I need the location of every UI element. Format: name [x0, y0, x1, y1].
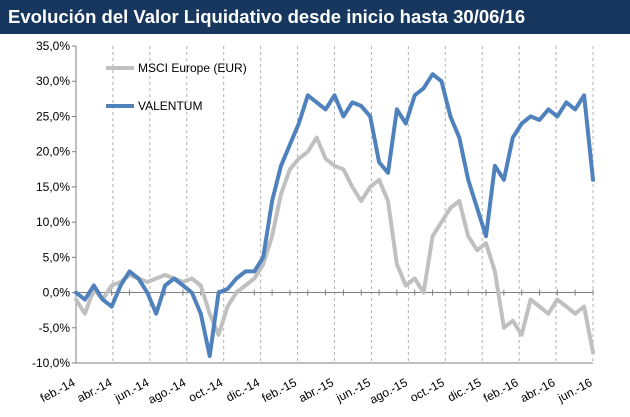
x-tick-label: dic.-15 [445, 375, 484, 404]
x-tick-label: abr.-14 [75, 375, 115, 405]
series-line-msci-europe [74, 135, 595, 355]
x-axis-ticks: feb.-14abr.-14jun.-14ago.-14oct.-14dic.-… [38, 375, 595, 407]
x-tick-label: ago.-14 [146, 375, 189, 407]
x-tick-label: abr.-16 [518, 375, 558, 405]
y-tick-label: 15,0% [36, 180, 70, 194]
x-tick-label: oct.-14 [186, 375, 225, 405]
legend-label-valentum: VALENTUM [138, 99, 202, 113]
y-tick-label: -10,0% [32, 356, 70, 370]
y-tick-label: 20,0% [36, 145, 70, 159]
y-tick-label: -5,0% [39, 321, 71, 335]
x-tick-label: jun.-14 [111, 375, 151, 405]
y-tick-label: 10,0% [36, 215, 70, 229]
x-tick-label: jun.-16 [555, 375, 595, 405]
chart-title: Evolución del Valor Liquidativo desde in… [0, 0, 630, 34]
x-tick-label: abr.-15 [296, 375, 336, 405]
legend: MSCI Europe (EUR) VALENTUM [106, 61, 247, 113]
series-group [74, 72, 595, 358]
x-tick-label: dic.-14 [224, 375, 263, 404]
y-axis-ticks: 35,0% 30,0% 25,0% 20,0% 15,0% 10,0% 5,0% 0,0% -5… [32, 39, 76, 370]
series-line-valentum [74, 72, 595, 358]
y-tick-label: 5,0% [43, 250, 71, 264]
x-tick-label: feb.-16 [481, 375, 521, 405]
y-tick-label: 25,0% [36, 109, 70, 123]
x-tick-label: jun.-15 [333, 375, 373, 405]
line-chart: 35,0% 30,0% 25,0% 20,0% 15,0% 10,0% 5,0% 0,0% -5… [32, 39, 595, 407]
y-tick-label: 30,0% [36, 74, 70, 88]
x-tick-label: feb.-14 [38, 375, 78, 405]
y-tick-label: 0,0% [43, 286, 71, 300]
x-tick-label: oct.-15 [408, 375, 447, 405]
legend-label-msci-europe: MSCI Europe (EUR) [138, 61, 247, 75]
y-tick-label: 35,0% [36, 39, 70, 53]
grid-lines [112, 46, 594, 363]
x-tick-label: feb.-15 [259, 375, 299, 405]
x-tick-label: ago.-15 [367, 375, 410, 407]
